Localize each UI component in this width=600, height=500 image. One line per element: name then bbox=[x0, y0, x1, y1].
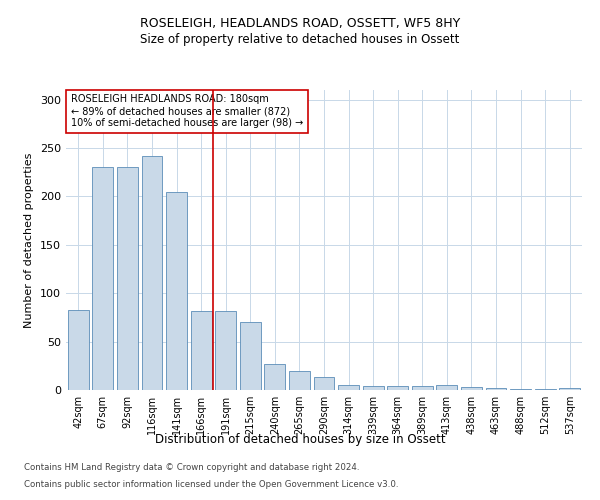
Bar bbox=[412, 386, 433, 390]
Bar bbox=[92, 168, 113, 390]
Bar bbox=[240, 322, 261, 390]
Bar bbox=[314, 378, 334, 390]
Bar bbox=[166, 192, 187, 390]
Text: ROSELEIGH, HEADLANDS ROAD, OSSETT, WF5 8HY: ROSELEIGH, HEADLANDS ROAD, OSSETT, WF5 8… bbox=[140, 18, 460, 30]
Text: Contains HM Land Registry data © Crown copyright and database right 2024.: Contains HM Land Registry data © Crown c… bbox=[24, 464, 359, 472]
Y-axis label: Number of detached properties: Number of detached properties bbox=[25, 152, 34, 328]
Bar bbox=[265, 364, 286, 390]
Bar bbox=[289, 370, 310, 390]
Bar bbox=[362, 386, 383, 390]
Text: Size of property relative to detached houses in Ossett: Size of property relative to detached ho… bbox=[140, 32, 460, 46]
Bar bbox=[461, 387, 482, 390]
Bar bbox=[387, 386, 408, 390]
Text: Contains public sector information licensed under the Open Government Licence v3: Contains public sector information licen… bbox=[24, 480, 398, 489]
Text: ROSELEIGH HEADLANDS ROAD: 180sqm
← 89% of detached houses are smaller (872)
10% : ROSELEIGH HEADLANDS ROAD: 180sqm ← 89% o… bbox=[71, 94, 304, 128]
Bar bbox=[559, 388, 580, 390]
Bar bbox=[191, 310, 212, 390]
Bar bbox=[436, 385, 457, 390]
Bar bbox=[535, 389, 556, 390]
Text: Distribution of detached houses by size in Ossett: Distribution of detached houses by size … bbox=[155, 432, 445, 446]
Bar bbox=[142, 156, 163, 390]
Bar bbox=[485, 388, 506, 390]
Bar bbox=[338, 385, 359, 390]
Bar bbox=[510, 389, 531, 390]
Bar bbox=[215, 310, 236, 390]
Bar bbox=[117, 168, 138, 390]
Bar bbox=[68, 310, 89, 390]
